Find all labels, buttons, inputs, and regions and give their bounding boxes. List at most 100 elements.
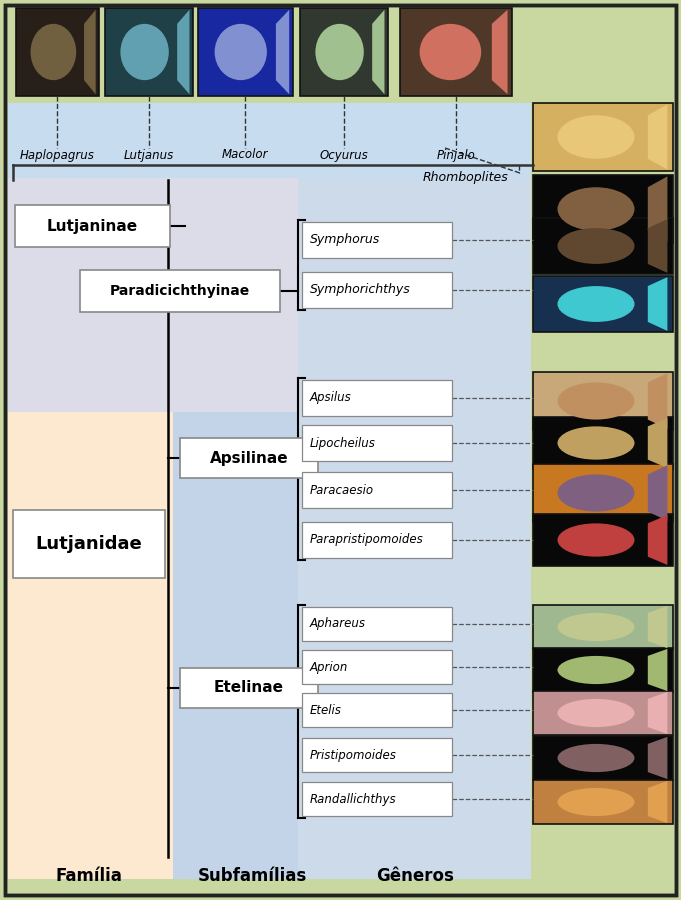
- Polygon shape: [492, 10, 507, 94]
- Polygon shape: [648, 418, 667, 468]
- Ellipse shape: [558, 115, 635, 158]
- Polygon shape: [648, 737, 667, 779]
- Bar: [8, 178, 531, 415]
- Bar: [180, 438, 318, 478]
- Ellipse shape: [215, 23, 267, 80]
- Bar: [16, 8, 99, 96]
- Text: Apsilus: Apsilus: [310, 392, 352, 404]
- Polygon shape: [648, 277, 667, 331]
- Bar: [533, 103, 673, 879]
- Polygon shape: [648, 606, 667, 648]
- Bar: [533, 103, 673, 171]
- Text: Symphorichthys: Symphorichthys: [310, 284, 411, 296]
- Bar: [180, 668, 318, 708]
- Ellipse shape: [558, 744, 635, 772]
- Text: Pristipomoides: Pristipomoides: [310, 749, 397, 761]
- Text: Rhomboplites: Rhomboplites: [423, 172, 509, 184]
- Polygon shape: [648, 465, 667, 521]
- Text: Subfamílias: Subfamílias: [197, 867, 306, 885]
- Bar: [8, 412, 531, 879]
- Ellipse shape: [558, 228, 635, 264]
- Bar: [533, 736, 673, 780]
- Polygon shape: [648, 692, 667, 734]
- Ellipse shape: [315, 23, 364, 80]
- Ellipse shape: [558, 656, 635, 684]
- Bar: [302, 522, 452, 558]
- Ellipse shape: [558, 427, 635, 460]
- Text: Pinjalo: Pinjalo: [437, 148, 475, 161]
- Polygon shape: [648, 515, 667, 565]
- Bar: [533, 276, 673, 332]
- Ellipse shape: [121, 23, 169, 80]
- Polygon shape: [648, 219, 667, 273]
- Bar: [8, 412, 173, 879]
- Text: Paradicichthyinae: Paradicichthyinae: [110, 284, 250, 298]
- Bar: [300, 8, 388, 96]
- Ellipse shape: [558, 788, 635, 816]
- Polygon shape: [648, 781, 667, 824]
- Bar: [302, 222, 452, 258]
- Text: Etelinae: Etelinae: [214, 680, 284, 696]
- Bar: [198, 8, 293, 96]
- Text: Lipocheilus: Lipocheilus: [310, 436, 376, 449]
- Ellipse shape: [558, 524, 635, 556]
- Bar: [15, 205, 170, 247]
- Bar: [302, 607, 452, 641]
- Bar: [80, 270, 280, 312]
- Bar: [533, 417, 673, 469]
- Bar: [533, 514, 673, 566]
- Text: Apsilinae: Apsilinae: [210, 451, 288, 465]
- Bar: [302, 650, 452, 684]
- Polygon shape: [84, 10, 95, 94]
- Ellipse shape: [558, 699, 635, 727]
- Bar: [302, 738, 452, 772]
- Ellipse shape: [558, 286, 635, 322]
- Ellipse shape: [558, 474, 635, 511]
- Bar: [533, 648, 673, 692]
- Bar: [533, 218, 673, 274]
- Bar: [302, 472, 452, 508]
- Bar: [533, 175, 673, 243]
- Bar: [302, 693, 452, 727]
- Text: Haplopagrus: Haplopagrus: [20, 148, 95, 161]
- Bar: [298, 178, 531, 879]
- Bar: [8, 8, 672, 103]
- Ellipse shape: [419, 23, 481, 80]
- Polygon shape: [372, 10, 385, 94]
- Bar: [105, 8, 193, 96]
- Bar: [302, 272, 452, 308]
- Polygon shape: [276, 10, 289, 94]
- Polygon shape: [177, 10, 189, 94]
- Polygon shape: [648, 176, 667, 241]
- Text: Lutjanus: Lutjanus: [124, 148, 174, 161]
- Text: Aprion: Aprion: [310, 661, 349, 673]
- Text: Aphareus: Aphareus: [310, 617, 366, 631]
- Ellipse shape: [558, 382, 635, 419]
- Text: Randallichthys: Randallichthys: [310, 793, 396, 806]
- Bar: [302, 425, 452, 461]
- Polygon shape: [648, 649, 667, 691]
- Text: Lutjanidae: Lutjanidae: [35, 535, 142, 553]
- Bar: [533, 605, 673, 649]
- Text: Etelis: Etelis: [310, 704, 342, 716]
- Polygon shape: [648, 374, 667, 428]
- Bar: [533, 691, 673, 735]
- Bar: [533, 464, 673, 522]
- Bar: [8, 103, 531, 180]
- Ellipse shape: [558, 613, 635, 641]
- Ellipse shape: [558, 187, 635, 230]
- Text: Macolor: Macolor: [222, 148, 268, 161]
- Polygon shape: [648, 104, 667, 169]
- Bar: [400, 8, 512, 96]
- Bar: [13, 510, 165, 578]
- Text: Symphorus: Symphorus: [310, 233, 380, 247]
- Text: Parapristipomoides: Parapristipomoides: [310, 534, 424, 546]
- Bar: [302, 380, 452, 416]
- Bar: [302, 782, 452, 816]
- Text: Lutjaninae: Lutjaninae: [46, 219, 138, 233]
- Ellipse shape: [31, 23, 76, 80]
- Bar: [533, 780, 673, 824]
- Text: Família: Família: [56, 867, 123, 885]
- Bar: [533, 372, 673, 430]
- Text: Ocyurus: Ocyurus: [319, 148, 368, 161]
